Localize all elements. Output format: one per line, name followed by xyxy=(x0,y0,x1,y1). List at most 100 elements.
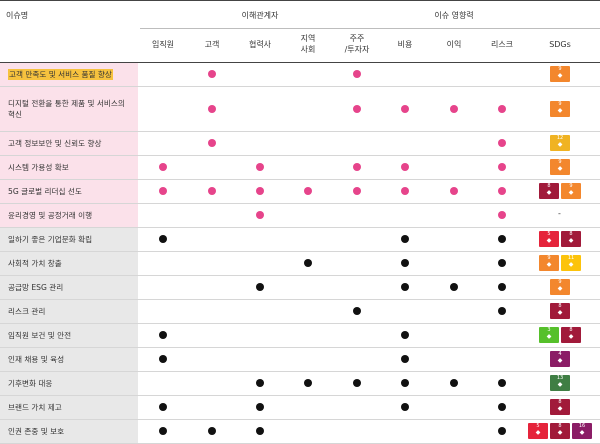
row-separator xyxy=(0,323,600,324)
impact-dot-협력사 xyxy=(256,427,264,435)
sdg-goal-number: 8 xyxy=(569,231,573,237)
impact-dot-비용 xyxy=(401,283,409,291)
issue-name: 리스크 관리 xyxy=(0,300,138,323)
issue-name-text: 사회적 가치 창출 xyxy=(8,259,62,268)
impact-dot-이익 xyxy=(450,379,458,387)
sdg-goal-16-icon: 16 ◆ xyxy=(572,423,592,439)
table-row: 고객 정보보안 및 신뢰도 향상 12 ◆ xyxy=(0,132,600,155)
row-separator xyxy=(0,419,600,420)
impact-dot-주주 xyxy=(353,379,361,387)
impact-dot-고객 xyxy=(208,70,216,78)
sdg-goal-9-icon: 9 ◆ xyxy=(550,101,570,117)
column-header-비용: 비용 xyxy=(397,40,413,49)
sdg-glyph-icon: ◆ xyxy=(557,141,563,148)
impact-dot-임직원 xyxy=(159,355,167,363)
impact-dot-고객 xyxy=(208,139,216,147)
sdg-goal-4-icon: 4 ◆ xyxy=(550,351,570,367)
impact-dot-리스크 xyxy=(498,105,506,113)
impact-dot-리스크 xyxy=(498,283,506,291)
impact-dot-비용 xyxy=(401,259,409,267)
impact-dot-지역 xyxy=(304,379,312,387)
sdg-goal-number: 8 xyxy=(558,399,562,405)
sdg-glyph-icon: ◆ xyxy=(579,429,585,436)
impact-dot-이익 xyxy=(450,283,458,291)
sdg-goal-5-icon: 5 ◆ xyxy=(539,231,559,247)
stakeholders-header: 이해관계자 xyxy=(241,11,279,20)
column-header-고객: 고객 xyxy=(204,40,220,49)
sdg-glyph-icon: ◆ xyxy=(557,165,563,172)
impact-dot-리스크 xyxy=(498,139,506,147)
row-separator xyxy=(0,155,600,156)
sdg-goal-8-icon: 8 ◆ xyxy=(561,327,581,343)
column-header-SDGs: SDGs xyxy=(549,40,571,49)
sdg-goal-8-icon: 8 ◆ xyxy=(539,183,559,199)
issue-name: 인권 존중 및 보호 xyxy=(0,420,138,443)
impact-dot-협력사 xyxy=(256,211,264,219)
impact-dot-주주 xyxy=(353,163,361,171)
column-header-협력사: 협력사 xyxy=(248,40,272,49)
issue-name: 고객 정보보안 및 신뢰도 향상 xyxy=(0,132,138,155)
issue-name-text: 인권 존중 및 보호 xyxy=(8,427,65,436)
issue-name-text: 브랜드 가치 제고 xyxy=(8,403,62,412)
sdg-glyph-icon: ◆ xyxy=(557,285,563,292)
impact-dot-리스크 xyxy=(498,379,506,387)
table-row: 인재 채용 및 육성 4 ◆ xyxy=(0,348,600,371)
impact-dot-고객 xyxy=(208,105,216,113)
sdg-goal-11-icon: 11 ◆ xyxy=(561,255,581,271)
header-bottom-border xyxy=(0,62,600,63)
table-top-border xyxy=(0,0,600,1)
table-row: 시스템 가용성 확보 9 ◆ xyxy=(0,156,600,179)
impact-dot-비용 xyxy=(401,331,409,339)
impact-dot-지역 xyxy=(304,259,312,267)
impact-dot-임직원 xyxy=(159,187,167,195)
issue-column-header: 이슈명 xyxy=(6,11,29,20)
sdg-goal-number: 9 xyxy=(558,159,562,165)
issue-name-text: 시스템 가용성 확보 xyxy=(8,163,69,172)
sdg-glyph-icon: ◆ xyxy=(546,261,552,268)
impact-dot-리스크 xyxy=(498,187,506,195)
impact-dot-고객 xyxy=(208,187,216,195)
impact-dot-임직원 xyxy=(159,403,167,411)
sdg-glyph-icon: ◆ xyxy=(546,189,552,196)
issue-name: 기후변화 대응 xyxy=(0,372,138,395)
sdg-goal-13-icon: 13 ◆ xyxy=(550,375,570,391)
table-row: 디지털 전환을 통한 제품 및 서비스의 혁신 9 ◆ xyxy=(0,87,600,131)
sdg-glyph-icon: ◆ xyxy=(557,309,563,316)
sdg-goal-number: 5 xyxy=(547,231,551,237)
issue-name: 윤리경영 및 공정거래 이행 xyxy=(0,204,138,227)
issue-name-text: 임직원 보건 및 안전 xyxy=(8,331,72,340)
sdg-goal-number: 13 xyxy=(556,375,564,381)
impact-dot-협력사 xyxy=(256,379,264,387)
impact-dot-리스크 xyxy=(498,427,506,435)
sdg-goal-number: 8 xyxy=(569,327,573,333)
sdg-goal-9-icon: 9 ◆ xyxy=(550,66,570,82)
sdg-goal-5-icon: 5 ◆ xyxy=(528,423,548,439)
impact-dot-임직원 xyxy=(159,331,167,339)
impact-dot-비용 xyxy=(401,403,409,411)
impact-dot-리스크 xyxy=(498,235,506,243)
issue-name-text: 고객 만족도 및 서비스 품질 향상 xyxy=(8,69,113,80)
impact-dot-리스크 xyxy=(498,211,506,219)
impact-dot-리스크 xyxy=(498,163,506,171)
row-separator xyxy=(0,347,600,348)
sdg-goal-number: 4 xyxy=(558,351,562,357)
impact-dot-임직원 xyxy=(159,427,167,435)
sdg-glyph-icon: ◆ xyxy=(557,72,563,79)
issue-name-text: 일하기 좋은 기업문화 확립 xyxy=(8,235,93,244)
sdg-glyph-icon: ◆ xyxy=(568,333,574,340)
impact-dot-비용 xyxy=(401,355,409,363)
impact-dot-리스크 xyxy=(498,403,506,411)
impact-dot-협력사 xyxy=(256,163,264,171)
impact-dot-비용 xyxy=(401,187,409,195)
issue-name: 브랜드 가치 제고 xyxy=(0,396,138,419)
issue-name-text: 리스크 관리 xyxy=(8,307,46,316)
row-separator xyxy=(0,395,600,396)
impact-dot-지역 xyxy=(304,187,312,195)
row-separator xyxy=(0,179,600,180)
header-divider xyxy=(140,28,600,29)
sdg-goal-number: 3 xyxy=(547,327,551,333)
impact-dot-협력사 xyxy=(256,283,264,291)
impact-dot-이익 xyxy=(450,105,458,113)
sdg-goal-8-icon: 8 ◆ xyxy=(561,231,581,247)
table-row: 5G 글로벌 리더십 선도 8 ◆ 9 ◆ xyxy=(0,180,600,203)
